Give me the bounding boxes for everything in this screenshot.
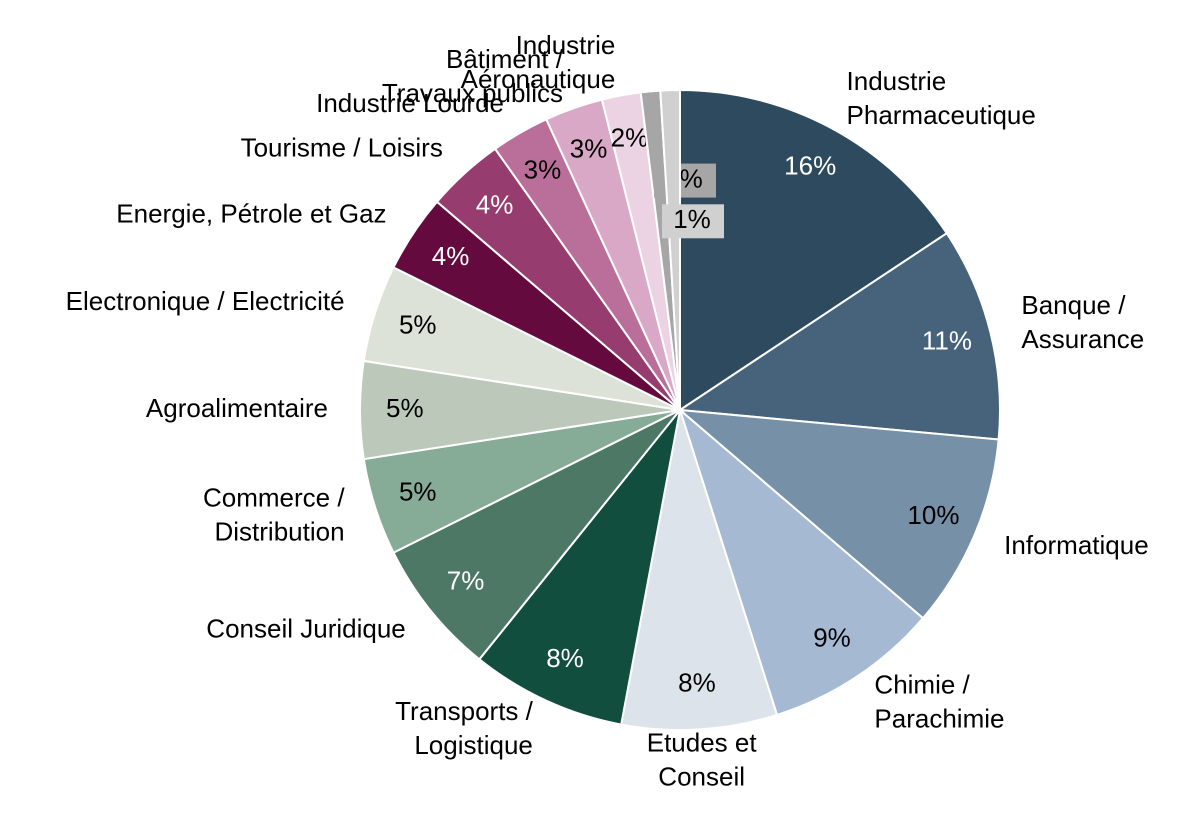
category-label: Industrie Lourde xyxy=(316,88,504,118)
pie-slice xyxy=(392,409,681,661)
value-label: 2% xyxy=(611,122,649,152)
value-label: 1% xyxy=(673,204,711,234)
pie-slice xyxy=(477,409,681,726)
value-label: 4% xyxy=(432,241,470,271)
category-label: Agroalimentaire xyxy=(146,393,328,423)
category-label: Bâtiment / Travaux publics xyxy=(382,44,564,108)
pie-slice xyxy=(677,406,925,717)
category-label: Etudes et Conseil xyxy=(647,727,758,791)
pie-slice xyxy=(676,408,1000,620)
value-label: 4% xyxy=(476,189,514,219)
category-label: Electronique / Electricité xyxy=(66,286,345,316)
category-label: Tourisme / Loisirs xyxy=(241,133,443,163)
value-label: 3% xyxy=(524,155,562,185)
value-label: 5% xyxy=(386,393,424,423)
value-label: 10% xyxy=(907,500,959,530)
category-label: Industrie Pharmaceutique xyxy=(847,66,1036,130)
value-label: 8% xyxy=(546,643,584,673)
value-label: 8% xyxy=(678,668,716,698)
value-label: 5% xyxy=(399,476,437,506)
value-label: 16% xyxy=(784,150,836,180)
category-label: Informatique xyxy=(1004,530,1149,560)
value-label: 7% xyxy=(447,565,485,595)
category-label: Banque / Assurance xyxy=(1021,290,1144,354)
category-label: Conseil Juridique xyxy=(206,614,405,644)
value-label-bg xyxy=(662,204,724,239)
value-label: 3% xyxy=(570,133,608,163)
pie-slice xyxy=(677,231,1001,441)
pie-slice xyxy=(679,88,949,412)
pie-slice xyxy=(659,88,681,411)
pie-slice xyxy=(620,409,779,731)
category-label: Transports / Logistique xyxy=(395,696,534,760)
category-label: Chimie / Parachimie xyxy=(874,669,1004,733)
category-label: Energie, Pétrole et Gaz xyxy=(116,198,386,228)
value-label: 9% xyxy=(813,622,851,652)
category-label: Commerce / Distribution xyxy=(203,483,345,547)
value-label: 11% xyxy=(922,326,972,356)
value-label: 5% xyxy=(399,309,437,339)
category-label: Industrie Aéronautique xyxy=(461,30,616,94)
